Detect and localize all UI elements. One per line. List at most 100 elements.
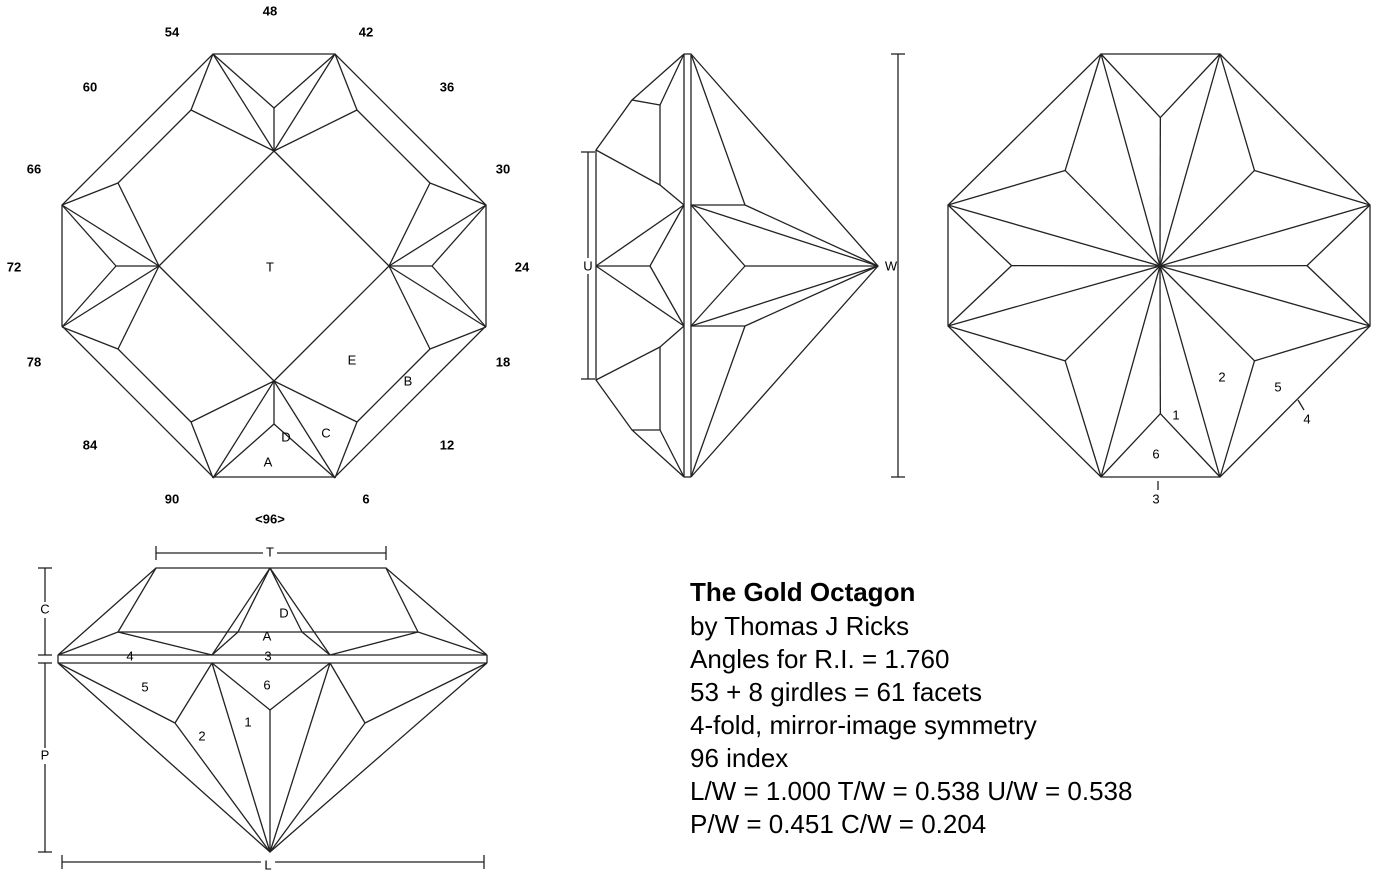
facet-line <box>270 663 330 852</box>
index-label: 90 <box>165 491 179 506</box>
facet-line <box>660 185 684 205</box>
facet-label: 4 <box>126 648 133 663</box>
index-label: 66 <box>27 161 41 176</box>
facet-line <box>691 205 878 266</box>
facet-line <box>175 723 270 852</box>
facet-line <box>430 183 486 205</box>
facet-label: D <box>279 605 288 620</box>
facet-line <box>62 266 116 327</box>
facet-label: 3 <box>1152 491 1159 506</box>
facet-line <box>62 205 116 266</box>
facet-line <box>274 151 389 266</box>
facet-label: 3 <box>264 648 271 663</box>
facet-line <box>365 663 487 723</box>
facet-line <box>213 54 274 108</box>
info-line: P/W = 0.451 C/W = 0.204 <box>690 809 986 839</box>
facet-line <box>650 205 684 266</box>
dimension-label: L <box>264 857 271 872</box>
facet-line <box>58 632 118 655</box>
info-line: 53 + 8 girdles = 61 facets <box>690 677 982 707</box>
facet-line <box>1298 400 1304 410</box>
index-label: 6 <box>362 491 369 506</box>
facet-line <box>212 663 270 852</box>
index-label: <96> <box>255 511 285 526</box>
facet-line <box>270 723 365 852</box>
facet-line <box>430 327 486 349</box>
facet-line <box>1065 170 1160 266</box>
facet-line <box>691 326 745 477</box>
facet-line <box>62 183 118 205</box>
facet-line <box>335 54 357 110</box>
facet-line <box>432 266 486 327</box>
facet-line <box>357 349 430 422</box>
facet-label: 6 <box>263 677 270 692</box>
index-label: 18 <box>496 354 510 369</box>
facet-line <box>745 205 878 266</box>
facet-line <box>238 568 270 632</box>
info-line: 4-fold, mirror-image symmetry <box>690 710 1037 740</box>
facet-line <box>335 422 357 478</box>
facet-line <box>691 266 878 326</box>
labels: 484236302418126<96>90847872666054TEBCDAU… <box>7 3 1311 874</box>
facet-line <box>745 266 878 326</box>
facet-line <box>330 632 418 655</box>
facet-label: B <box>404 373 413 388</box>
index-label: 84 <box>83 437 98 452</box>
facet-line <box>691 54 745 205</box>
dimension-label: U <box>583 258 592 273</box>
facet-line <box>62 327 118 349</box>
facet-line <box>118 349 191 422</box>
facet-label: T <box>266 259 274 274</box>
facet-line <box>660 430 684 477</box>
facet-line <box>596 150 660 185</box>
facet-line <box>58 663 175 723</box>
index-label: 48 <box>263 3 277 18</box>
facet-line <box>274 54 335 108</box>
faceting-diagram: 484236302418126<96>90847872666054TEBCDAU… <box>0 0 1381 877</box>
facet-label: 1 <box>244 714 251 729</box>
facet-line <box>596 205 684 266</box>
facet-label: 5 <box>1274 379 1281 394</box>
facet-label: A <box>263 628 272 643</box>
facet-label: 5 <box>141 679 148 694</box>
index-label: 12 <box>440 437 454 452</box>
index-label: 36 <box>440 79 454 94</box>
facet-line <box>191 422 213 478</box>
facet-line <box>432 205 486 266</box>
facet-line <box>357 110 430 183</box>
facet-line <box>274 266 389 381</box>
pavilion-profile <box>58 663 487 852</box>
info-line: Angles for R.I. = 1.760 <box>690 644 949 674</box>
facet-line <box>418 632 487 655</box>
facet-label: D <box>281 429 290 444</box>
facet-label: 2 <box>1218 369 1225 384</box>
facet-line <box>118 568 156 632</box>
info-line: 96 index <box>690 743 788 773</box>
facet-label: C <box>321 425 330 440</box>
facet-line <box>1065 266 1160 361</box>
facet-label: 1 <box>1172 407 1179 422</box>
facet-line <box>660 326 684 347</box>
dimension-label: C <box>40 601 49 616</box>
info-line: by Thomas J Ricks <box>690 611 909 641</box>
dimension-label: P <box>41 747 50 762</box>
index-label: 78 <box>27 354 41 369</box>
facet-line <box>270 663 330 710</box>
facet-label: E <box>348 352 357 367</box>
index-label: 24 <box>515 259 530 274</box>
facet-line <box>270 568 302 632</box>
facet-line <box>596 266 684 326</box>
facet-line <box>650 266 684 326</box>
dimension-label: W <box>885 258 898 273</box>
facet-line <box>159 151 274 266</box>
index-label: 30 <box>496 161 510 176</box>
facet-label: 2 <box>198 728 205 743</box>
index-label: 72 <box>7 259 21 274</box>
index-label: 42 <box>359 24 373 39</box>
facet-label: 4 <box>1303 411 1310 426</box>
crown-profile <box>58 568 487 655</box>
facet-line <box>175 663 212 723</box>
dimension-label: T <box>266 544 274 559</box>
info-title: The Gold Octagon <box>690 577 915 607</box>
facet-line <box>118 110 191 183</box>
